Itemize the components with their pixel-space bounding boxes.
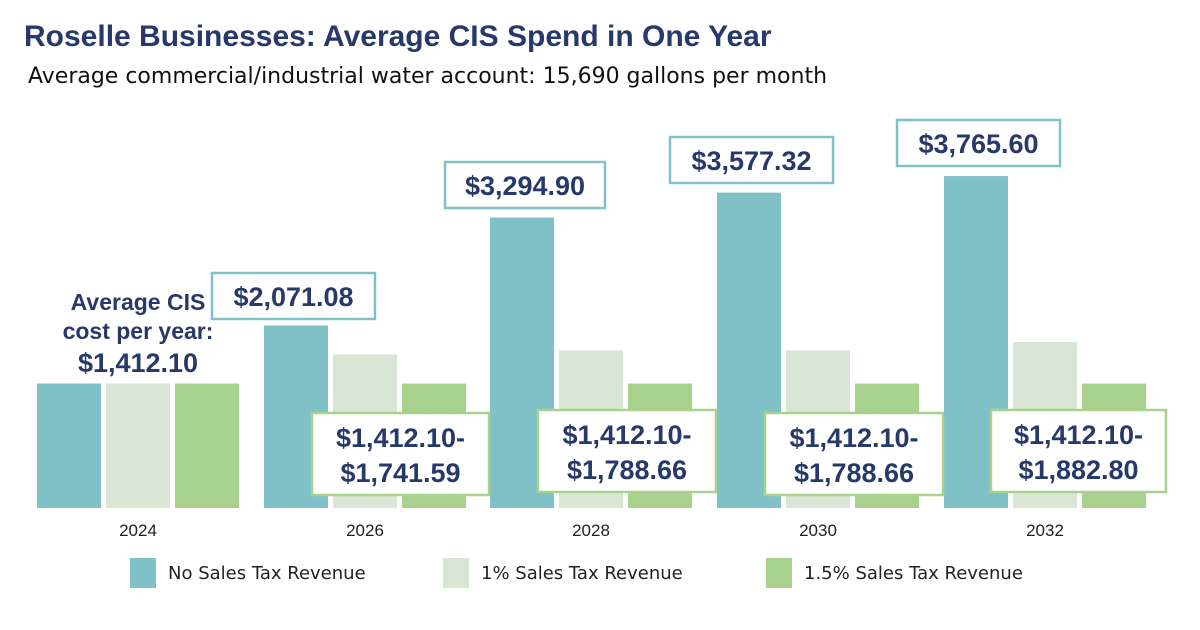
x-tick-label-2032: 2032 — [1026, 521, 1064, 540]
bar-2024-series-2 — [175, 383, 239, 508]
legend-item-no-tax: No Sales Tax Revenue — [130, 558, 366, 588]
base-cost-label-line-1: Average CIS — [71, 289, 206, 315]
high-label-box-2032 — [895, 118, 1062, 168]
bar-2024-series-1 — [106, 383, 170, 508]
high-label-2032: $3,765.60 — [918, 129, 1038, 159]
x-tick-label-2030: 2030 — [799, 521, 837, 540]
range-label-box-2030 — [763, 411, 945, 497]
range-label-box-2032 — [989, 408, 1168, 494]
high-label-2028: $3,294.90 — [465, 171, 585, 201]
legend-swatch-1-5pct-tax — [766, 558, 792, 588]
high-label-2030: $3,577.32 — [691, 146, 811, 176]
high-label-box-2030 — [668, 135, 835, 185]
x-tick-label-2028: 2028 — [572, 521, 610, 540]
range-label-to-2028: $1,788.66 — [567, 455, 687, 485]
bar-2024-series-0 — [37, 383, 101, 508]
base-cost-label-value: $1,412.10 — [78, 348, 198, 378]
range-label-from-2028: $1,412.10- — [562, 420, 691, 450]
range-label-from-2032: $1,412.10- — [1014, 420, 1143, 450]
range-label-to-2032: $1,882.80 — [1018, 455, 1138, 485]
high-label-box-2026 — [210, 271, 377, 321]
legend-label-1-5pct-tax: 1.5% Sales Tax Revenue — [804, 562, 1023, 584]
legend-item-1pct-tax: 1% Sales Tax Revenue — [443, 558, 683, 588]
range-label-from-2030: $1,412.10- — [789, 423, 918, 453]
legend-item-1-5pct-tax: 1.5% Sales Tax Revenue — [766, 558, 1023, 588]
range-label-box-2026 — [310, 411, 491, 497]
legend-swatch-1pct-tax — [443, 558, 469, 588]
x-tick-label-2024: 2024 — [119, 521, 157, 540]
legend-label-no-tax: No Sales Tax Revenue — [168, 562, 366, 584]
range-label-to-2026: $1,741.59 — [340, 458, 460, 488]
range-label-from-2026: $1,412.10- — [336, 423, 465, 453]
range-label-to-2030: $1,788.66 — [794, 458, 914, 488]
chart-subtitle: Average commercial/industrial water acco… — [28, 64, 828, 89]
chart-title: Roselle Businesses: Average CIS Spend in… — [24, 20, 772, 53]
legend-swatch-no-tax — [130, 558, 156, 588]
high-label-2026: $2,071.08 — [233, 282, 353, 312]
high-label-box-2028 — [443, 160, 607, 210]
x-tick-label-2026: 2026 — [346, 521, 384, 540]
base-cost-label-line-2: cost per year: — [63, 318, 214, 344]
legend-label-1pct-tax: 1% Sales Tax Revenue — [481, 562, 683, 584]
range-label-box-2028 — [536, 408, 718, 494]
